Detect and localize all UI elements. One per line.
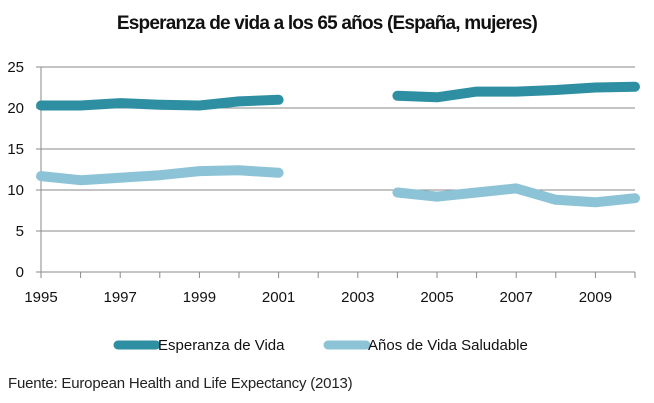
series-line-1 [392, 81, 640, 103]
y-tick-label: 25 [7, 59, 24, 76]
y-tick-label: 0 [16, 264, 24, 281]
x-tick-label: 1997 [104, 289, 137, 306]
y-tick-label: 15 [7, 141, 24, 158]
x-tick-label: 1995 [24, 289, 57, 306]
x-tick-label: 1999 [183, 289, 216, 306]
x-tick-label: 2003 [341, 289, 374, 306]
x-tick-label: 2009 [579, 289, 612, 306]
x-tick-label: 2005 [420, 289, 453, 306]
gridlines [41, 66, 635, 273]
chart-title: Esperanza de vida a los 65 años (España,… [117, 13, 538, 34]
series-line-1 [36, 94, 284, 111]
source-note: Fuente: European Health and Life Expecta… [8, 375, 353, 392]
y-tick-label: 10 [7, 182, 24, 199]
tick-labels: 0 5 10 15 20 25 1995 1997 1999 2001 2003 2005 2007 20… [7, 59, 612, 306]
legend-label: Esperanza de Vida [158, 337, 285, 354]
legend-label: Años de Vida Saludable [368, 337, 528, 354]
series-lines [36, 81, 640, 208]
y-tick-label: 20 [7, 100, 24, 117]
y-tick-label: 5 [16, 223, 24, 240]
x-tick-label: 2001 [262, 289, 295, 306]
legend: Esperanza de Vida Años de Vida Saludable [113, 337, 528, 354]
series-line-2 [392, 183, 640, 208]
series-line-2 [36, 165, 284, 186]
x-tick-label: 2007 [500, 289, 533, 306]
